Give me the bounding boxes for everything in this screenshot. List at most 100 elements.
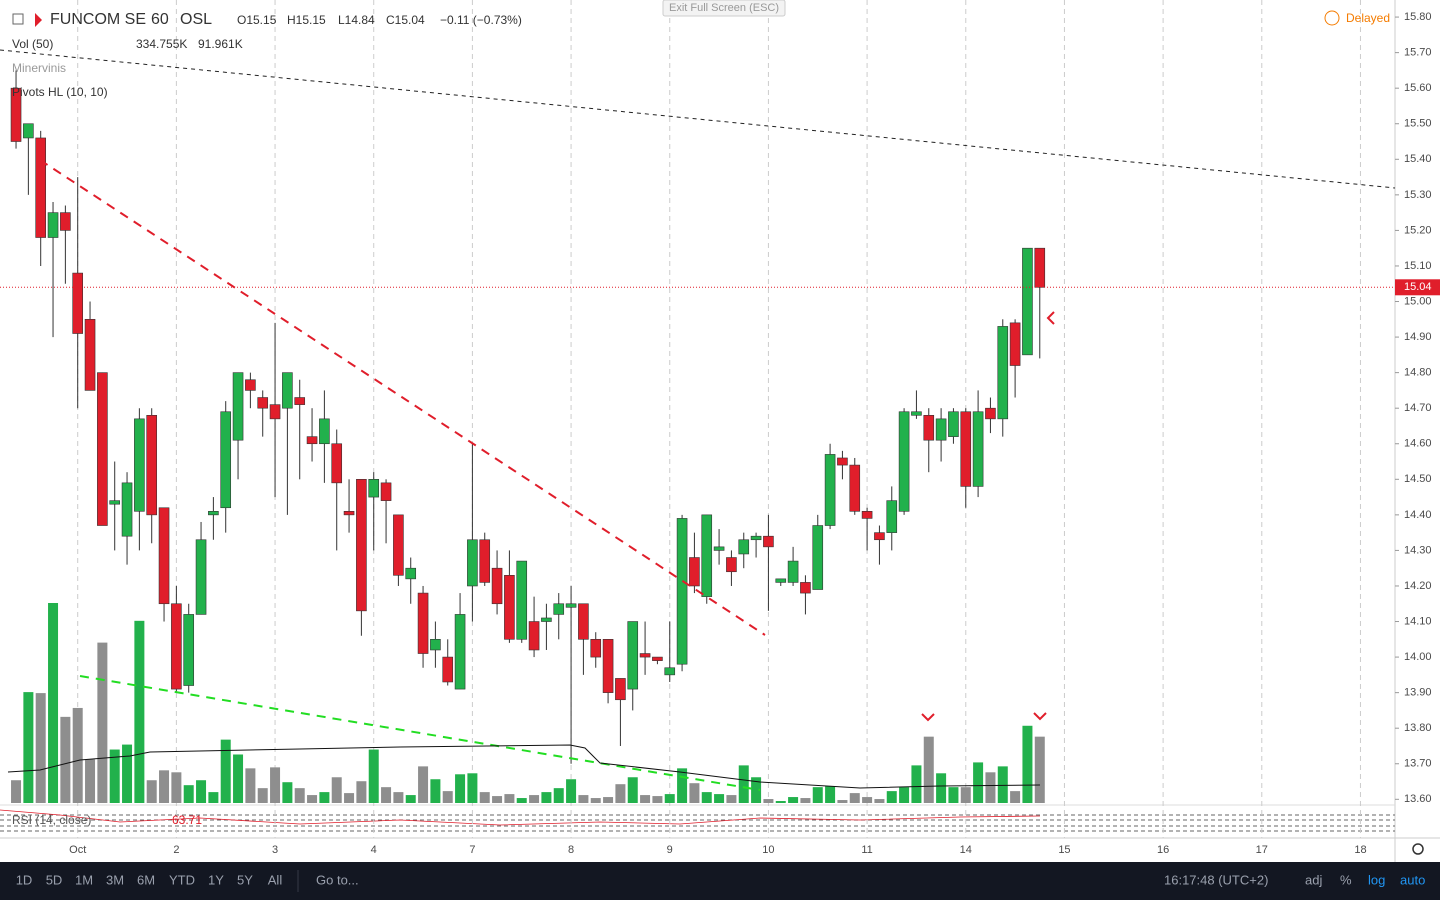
candle-body: [553, 603, 565, 615]
delayed-icon: [1324, 10, 1340, 26]
candle-body: [257, 397, 269, 409]
volume-bar: [960, 787, 971, 803]
volume-bar: [553, 788, 564, 803]
volume-bar: [837, 800, 848, 803]
volume-bar: [319, 792, 330, 803]
x-tick-label: 16: [1157, 844, 1169, 856]
candle-body: [948, 411, 959, 437]
x-tick-label: 10: [762, 844, 774, 856]
candle-body: [10, 87, 22, 142]
exit-button[interactable]: [662, 0, 786, 17]
volume-bar: [146, 780, 157, 803]
candle-body: [405, 567, 417, 580]
indicator-value: 63.71: [172, 813, 202, 827]
volume-bar: [430, 779, 441, 803]
option-button[interactable]: adj: [1305, 872, 1322, 887]
range-button[interactable]: 1M: [75, 872, 93, 887]
option-button[interactable]: %: [1340, 872, 1352, 887]
ohlc-high: H15.15: [287, 13, 326, 27]
y-tick-label: 13.80: [1404, 722, 1432, 734]
candle-body: [676, 518, 688, 665]
option-button[interactable]: auto: [1400, 872, 1425, 887]
candle-body: [972, 411, 984, 487]
volume-bar: [738, 765, 749, 803]
volume-bar: [171, 772, 182, 803]
x-tick-label: 17: [1256, 844, 1268, 856]
volume-bar: [48, 603, 59, 803]
candle-body: [837, 457, 848, 466]
last-price-label: 15.04: [1404, 281, 1432, 293]
indicator-name[interactable]: RSI (14, close): [12, 813, 91, 827]
volume-bar: [381, 787, 392, 803]
volume-bar: [664, 794, 675, 803]
last-price-tag: [1395, 279, 1440, 296]
candle-body: [602, 639, 614, 693]
volume-bar: [923, 736, 934, 803]
settings-icon[interactable]: [1412, 843, 1424, 855]
volume-bar: [282, 782, 293, 803]
indicator-name[interactable]: Minervinis: [12, 61, 66, 75]
volume-bar: [800, 798, 811, 803]
volume-bar: [455, 774, 466, 803]
volume-bar: [134, 620, 145, 803]
candle-body: [861, 511, 873, 519]
x-tick-label: 4: [371, 844, 377, 856]
candle-body: [479, 539, 491, 583]
candle-body: [183, 614, 195, 686]
range-button[interactable]: 1D: [16, 872, 33, 887]
indicator-name[interactable]: Pivots HL (10, 10): [12, 85, 108, 99]
y-tick-label: 14.20: [1404, 580, 1432, 592]
candle-body: [997, 326, 1009, 420]
legend: FUNCOM SE 60 OSL O15.15 H15.15 L14.84 C1…: [12, 0, 1390, 827]
volume-bar: [245, 768, 256, 803]
range-button[interactable]: All: [268, 872, 283, 887]
goto-button[interactable]: Go to...: [316, 872, 359, 887]
volume-bar: [825, 786, 836, 803]
rsi-line: [0, 809, 1041, 826]
x-tick-label: 8: [568, 844, 574, 856]
volume-bar: [541, 792, 552, 803]
volume-bar: [936, 773, 947, 803]
x-tick-label: 3: [272, 844, 278, 856]
volume-bar: [689, 783, 700, 803]
option-button[interactable]: log: [1368, 872, 1385, 887]
volume-bar: [97, 642, 108, 803]
range-button[interactable]: 1Y: [208, 872, 224, 887]
y-tick-label: 13.90: [1404, 687, 1432, 699]
range-button[interactable]: 3M: [106, 872, 124, 887]
volume-bar: [615, 784, 626, 803]
rsi-pane: [0, 809, 1395, 832]
y-tick-label: 15.20: [1404, 224, 1432, 236]
candle-body: [1022, 247, 1033, 356]
range-button[interactable]: YTD: [169, 872, 195, 887]
x-tick-label: 11: [861, 844, 872, 856]
candle-body: [417, 592, 429, 654]
y-tick-label: 13.60: [1404, 793, 1432, 805]
volume-bar: [849, 793, 860, 803]
range-button[interactable]: 5D: [46, 872, 63, 887]
candle-body: [220, 411, 232, 509]
candle-body: [713, 546, 725, 551]
candle-body: [504, 575, 515, 640]
indicator-name[interactable]: Vol (50): [12, 37, 53, 51]
y-tick-label: 15.10: [1404, 260, 1432, 272]
range-button[interactable]: 6M: [137, 872, 155, 887]
y-tick-label: 14.70: [1404, 402, 1432, 414]
pivot-marker: [921, 311, 1055, 722]
volume-bar: [788, 797, 799, 803]
symbol[interactable]: FUNCOM SE: [50, 11, 146, 28]
x-tick-label: 2: [173, 844, 179, 856]
exit-label[interactable]: Exit Full Screen (ESC): [669, 2, 779, 14]
candle-body: [343, 511, 355, 516]
volume-bar: [331, 777, 342, 803]
candle-body: [516, 560, 528, 640]
candle-body: [615, 678, 626, 701]
interval[interactable]: 60: [151, 11, 169, 28]
y-tick-label: 14.50: [1404, 473, 1432, 485]
volume-bar: [344, 793, 355, 803]
volume-bar: [270, 767, 281, 803]
collapse-icon[interactable]: [12, 13, 24, 25]
candle-body: [134, 418, 145, 512]
range-button[interactable]: 5Y: [237, 872, 253, 887]
